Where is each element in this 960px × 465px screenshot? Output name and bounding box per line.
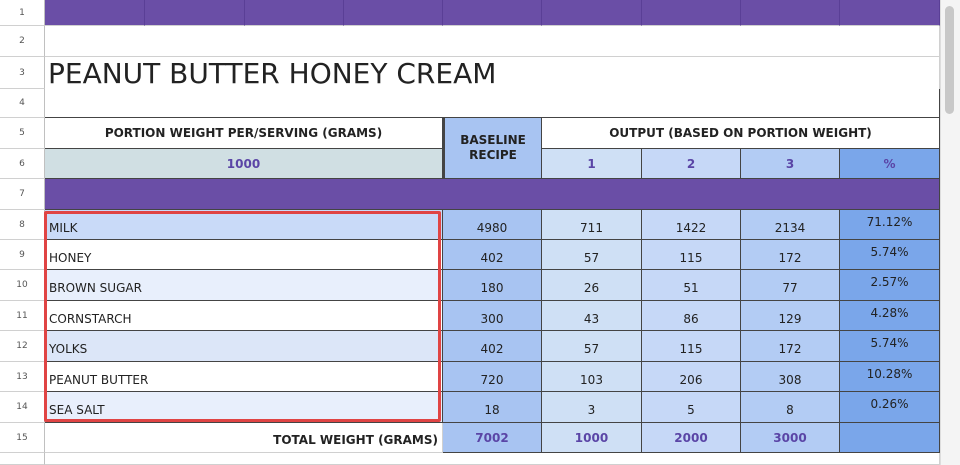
row-header[interactable]: 3 xyxy=(0,57,45,89)
output-value: 115 xyxy=(642,331,741,362)
band xyxy=(45,179,940,210)
output-value: 1422 xyxy=(642,210,741,240)
header: BASELINE RECIPE xyxy=(443,118,542,179)
band xyxy=(642,0,741,26)
total-output: 3000 xyxy=(741,423,840,453)
row-header[interactable]: 15 xyxy=(0,423,45,453)
band xyxy=(542,0,642,26)
output-value: 103 xyxy=(542,362,642,392)
row-header[interactable]: 11 xyxy=(0,301,45,331)
ingredient-name: HONEY xyxy=(45,240,443,270)
highlight-box xyxy=(44,211,441,422)
ingredient-name: BROWN SUGAR xyxy=(45,270,443,301)
output-value: 57 xyxy=(542,240,642,270)
output-value: 129 xyxy=(741,301,840,331)
blank xyxy=(45,89,940,118)
row-header[interactable]: 7 xyxy=(0,179,45,210)
output-value: 5 xyxy=(642,392,741,423)
output-value: 206 xyxy=(642,362,741,392)
output-value: 115 xyxy=(642,240,741,270)
percent-value: 71.12% xyxy=(840,210,940,240)
baseline-value: 402 xyxy=(443,331,542,362)
row-header[interactable]: 6 xyxy=(0,149,45,179)
portion-value: 1000 xyxy=(45,149,443,179)
row-header[interactable]: 8 xyxy=(0,210,45,240)
row-header[interactable]: 5 xyxy=(0,118,45,149)
baseline-value: 300 xyxy=(443,301,542,331)
output-value: 51 xyxy=(642,270,741,301)
blank xyxy=(840,423,940,453)
blank xyxy=(45,26,940,57)
row-header[interactable]: 12 xyxy=(0,331,45,362)
output-column: % xyxy=(840,149,940,179)
ingredient-name: PEANUT BUTTER xyxy=(45,362,443,392)
band xyxy=(741,0,840,26)
band xyxy=(344,0,443,26)
baseline-value: 18 xyxy=(443,392,542,423)
scrollbar-thumb[interactable] xyxy=(945,6,954,114)
percent-value: 4.28% xyxy=(840,301,940,331)
baseline-value: 4980 xyxy=(443,210,542,240)
baseline-value: 720 xyxy=(443,362,542,392)
row-header[interactable]: 13 xyxy=(0,362,45,392)
band xyxy=(145,0,245,26)
row-header[interactable]: 14 xyxy=(0,392,45,423)
total-label: TOTAL WEIGHT (GRAMS) xyxy=(45,423,443,453)
output-value: 172 xyxy=(741,331,840,362)
output-value: 86 xyxy=(642,301,741,331)
output-value: 8 xyxy=(741,392,840,423)
ingredient-name: SEA SALT xyxy=(45,392,443,423)
header: PORTION WEIGHT PER/SERVING (GRAMS) xyxy=(45,118,443,149)
band xyxy=(840,0,940,26)
band xyxy=(245,0,344,26)
output-value: 2134 xyxy=(741,210,840,240)
output-value: 3 xyxy=(542,392,642,423)
output-column: 2 xyxy=(642,149,741,179)
row-header[interactable]: 4 xyxy=(0,89,45,118)
scrollbar xyxy=(940,0,960,465)
row-header[interactable]: 9 xyxy=(0,240,45,270)
output-value: 308 xyxy=(741,362,840,392)
output-value: 77 xyxy=(741,270,840,301)
total-output: 2000 xyxy=(642,423,741,453)
percent-value: 10.28% xyxy=(840,362,940,392)
band xyxy=(45,0,145,26)
output-column: 3 xyxy=(741,149,840,179)
row-header[interactable]: 2 xyxy=(0,26,45,57)
percent-value: 5.74% xyxy=(840,240,940,270)
header: OUTPUT (BASED ON PORTION WEIGHT) xyxy=(542,118,940,149)
output-value: 711 xyxy=(542,210,642,240)
percent-value: 0.26% xyxy=(840,392,940,423)
title: PEANUT BUTTER HONEY CREAM xyxy=(45,57,940,89)
row-header[interactable]: 1 xyxy=(0,0,45,26)
baseline-value: 180 xyxy=(443,270,542,301)
blank xyxy=(45,453,940,465)
ingredient-name: YOLKS xyxy=(45,331,443,362)
baseline-value: 402 xyxy=(443,240,542,270)
percent-value: 2.57% xyxy=(840,270,940,301)
output-value: 172 xyxy=(741,240,840,270)
output-value: 57 xyxy=(542,331,642,362)
band xyxy=(443,0,542,26)
row-header[interactable]: 10 xyxy=(0,270,45,301)
row-header xyxy=(0,453,45,465)
total-baseline: 7002 xyxy=(443,423,542,453)
output-column: 1 xyxy=(542,149,642,179)
output-value: 26 xyxy=(542,270,642,301)
total-output: 1000 xyxy=(542,423,642,453)
percent-value: 5.74% xyxy=(840,331,940,362)
output-value: 43 xyxy=(542,301,642,331)
ingredient-name: CORNSTARCH xyxy=(45,301,443,331)
ingredient-name: MILK xyxy=(45,210,443,240)
